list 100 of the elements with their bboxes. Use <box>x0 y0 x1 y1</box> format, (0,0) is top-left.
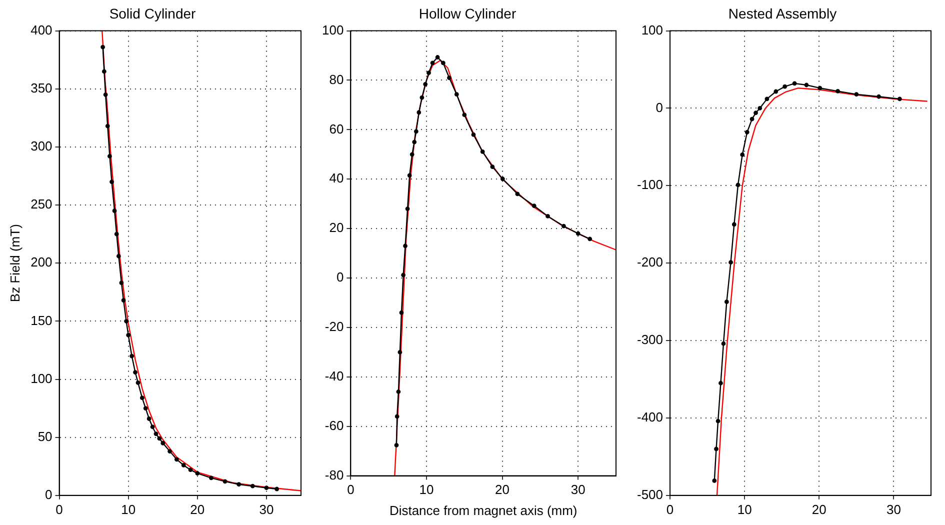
point <box>236 482 242 487</box>
y-tick-label: 20 <box>329 220 344 236</box>
point <box>140 396 144 400</box>
point <box>515 192 520 196</box>
point <box>712 478 717 483</box>
point <box>561 224 566 228</box>
y-tick-label: -300 <box>636 332 664 348</box>
x-tick-label: 30 <box>886 502 901 517</box>
y-tick-label: 100 <box>641 22 664 38</box>
point <box>157 436 162 441</box>
point <box>782 84 788 89</box>
y-tick-label: -200 <box>636 254 664 270</box>
y-tick-label: 150 <box>30 312 52 328</box>
point <box>403 244 408 248</box>
point <box>130 354 134 358</box>
point <box>740 152 745 157</box>
point <box>396 390 401 394</box>
y-tick-label: 350 <box>30 80 52 96</box>
x-tick-label: 10 <box>121 502 136 517</box>
point <box>414 129 418 134</box>
point <box>876 94 882 99</box>
point <box>188 468 193 472</box>
point <box>724 300 729 304</box>
point <box>744 130 750 134</box>
y-tick-label: -60 <box>324 418 344 433</box>
y-tick-label: 100 <box>322 22 344 38</box>
point <box>714 446 718 452</box>
point <box>897 96 902 102</box>
y-tick-label: 400 <box>30 22 52 38</box>
point <box>435 55 440 60</box>
x-tick-label: 0 <box>347 482 354 498</box>
point <box>546 214 550 218</box>
point <box>146 416 152 421</box>
point <box>110 180 114 184</box>
point <box>116 254 121 258</box>
point <box>718 380 723 386</box>
point <box>728 260 733 265</box>
y-tick-label: -400 <box>636 410 664 425</box>
x-tick-label: 10 <box>419 482 434 498</box>
point <box>447 76 452 80</box>
point <box>405 206 410 211</box>
point <box>181 463 186 468</box>
point <box>126 332 131 338</box>
y-tick-label: -500 <box>636 486 664 502</box>
point <box>500 176 505 182</box>
point <box>399 310 404 315</box>
y-tick-label: 200 <box>30 254 52 270</box>
point <box>836 89 840 94</box>
point <box>454 92 459 97</box>
point <box>430 60 435 66</box>
point <box>588 236 592 242</box>
point <box>103 92 108 97</box>
point <box>462 112 467 118</box>
point <box>412 140 417 144</box>
y-tick-label: 300 <box>30 138 52 154</box>
point <box>754 110 758 116</box>
point <box>854 92 859 96</box>
x-axis-title: Distance from magnet axis (mm) <box>389 502 578 518</box>
point <box>274 486 280 492</box>
point <box>150 424 155 430</box>
y-tick-label: 80 <box>329 72 344 87</box>
y-tick-label: -40 <box>324 368 344 384</box>
point <box>764 96 770 102</box>
point <box>121 298 126 302</box>
y-tick-label: 0 <box>656 100 664 115</box>
point <box>471 132 476 137</box>
point <box>758 106 762 110</box>
point <box>401 272 406 278</box>
point <box>209 476 214 480</box>
point <box>168 449 172 454</box>
point <box>174 457 179 462</box>
x-tick-label: 30 <box>259 502 274 517</box>
point <box>716 418 720 424</box>
point <box>410 152 414 157</box>
y-axis-title: Bz Field (mT) <box>7 224 22 302</box>
point <box>160 440 166 446</box>
y-tick-label: 60 <box>329 121 344 136</box>
y-tick-label: -80 <box>324 467 344 482</box>
x-tick-label: 10 <box>737 502 752 517</box>
x-tick-label: 30 <box>570 482 586 498</box>
point <box>100 44 105 50</box>
x-tick-label: 20 <box>190 502 205 517</box>
point <box>490 164 495 169</box>
point <box>114 232 119 236</box>
x-tick-label: 0 <box>666 502 674 517</box>
point <box>264 486 269 490</box>
point <box>154 432 158 436</box>
point <box>818 86 822 90</box>
chart-title: Solid Cylinder <box>109 5 196 22</box>
point <box>133 370 138 374</box>
point <box>792 81 797 86</box>
point <box>112 208 117 214</box>
point <box>102 69 106 74</box>
point <box>222 479 228 484</box>
point <box>124 318 128 324</box>
point <box>420 95 424 100</box>
point <box>423 82 428 86</box>
point <box>532 204 536 208</box>
point <box>774 89 778 94</box>
y-tick-label: 100 <box>30 370 52 386</box>
